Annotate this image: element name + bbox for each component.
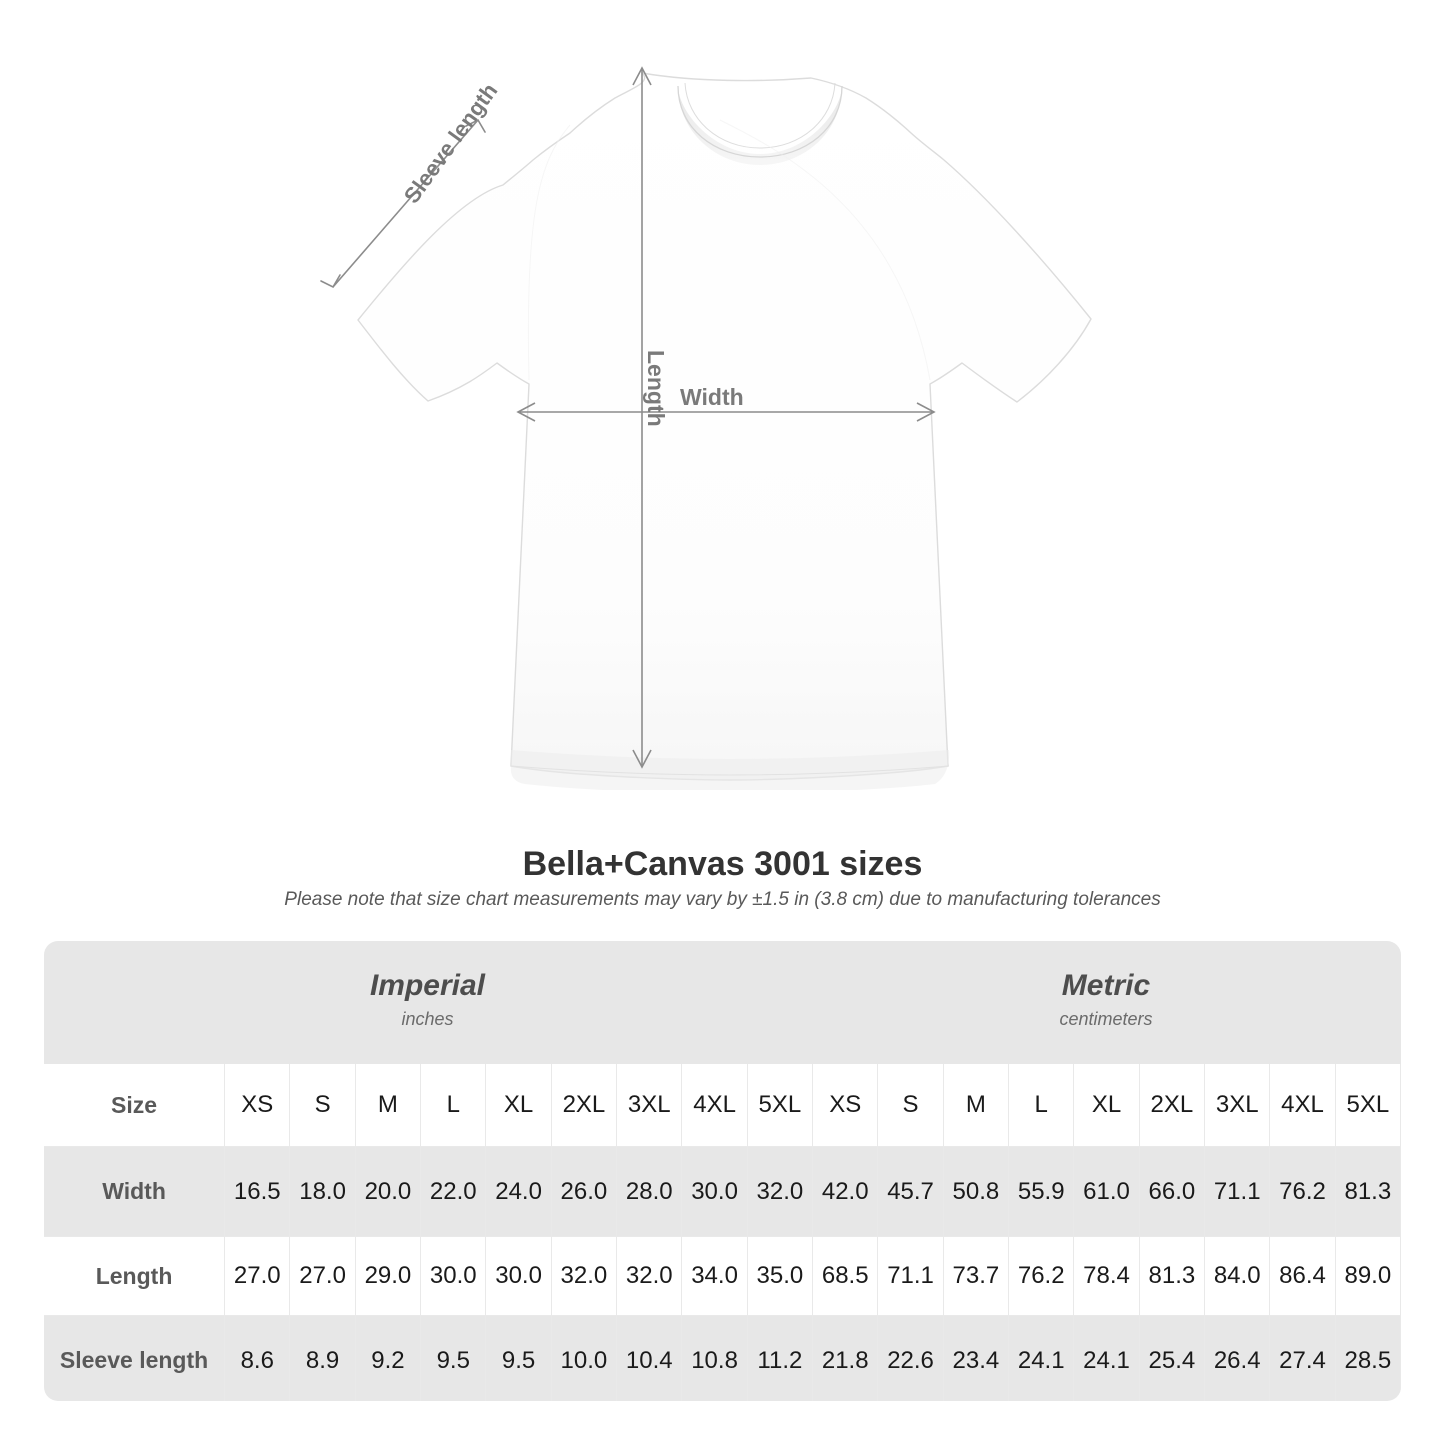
svg-text:Length: Length: [643, 350, 669, 427]
svg-text:Width: Width: [680, 384, 744, 410]
svg-text:Sleeve length: Sleeve length: [399, 78, 503, 207]
